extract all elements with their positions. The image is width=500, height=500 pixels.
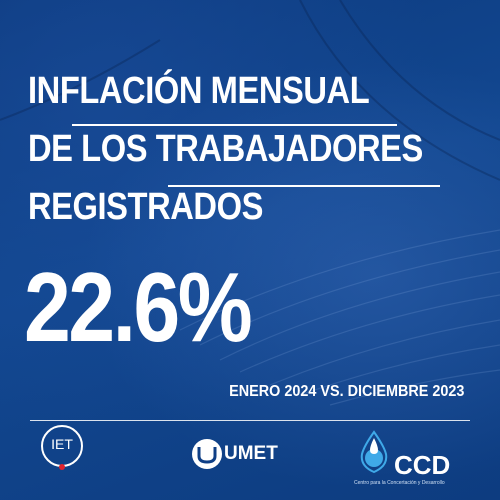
ccd-logo-subtitle: Centro para la Concertación y Desarrollo (354, 480, 445, 486)
umet-logo-text: UMET (224, 443, 278, 464)
ccd-drop-icon (360, 430, 388, 474)
headline-line-3: REGISTRADOS (28, 186, 263, 228)
footer-divider (30, 420, 470, 421)
iet-ring-icon (41, 425, 83, 470)
inflation-value: 22.6% (24, 252, 253, 362)
umet-logo: UMET (190, 437, 310, 471)
umet-circle-icon (192, 439, 222, 469)
ccd-logo-text: CCD (394, 450, 451, 480)
headline-line-1: INFLACIÓN MENSUAL (28, 70, 370, 112)
period-label: ENERO 2024 VS. DICIEMBRE 2023 (228, 383, 464, 400)
headline-underline-1 (72, 124, 397, 126)
iet-logo-text: IET (51, 436, 73, 452)
headline-line-2: DE LOS TRABAJADORES (28, 128, 423, 170)
headline-underline-2 (168, 185, 440, 187)
headline: INFLACIÓN MENSUAL DE LOS TRABAJADORES RE… (28, 62, 423, 236)
iet-logo: IET (34, 420, 90, 476)
ccd-logo: CCD Centro para la Concertación y Desarr… (352, 428, 470, 490)
